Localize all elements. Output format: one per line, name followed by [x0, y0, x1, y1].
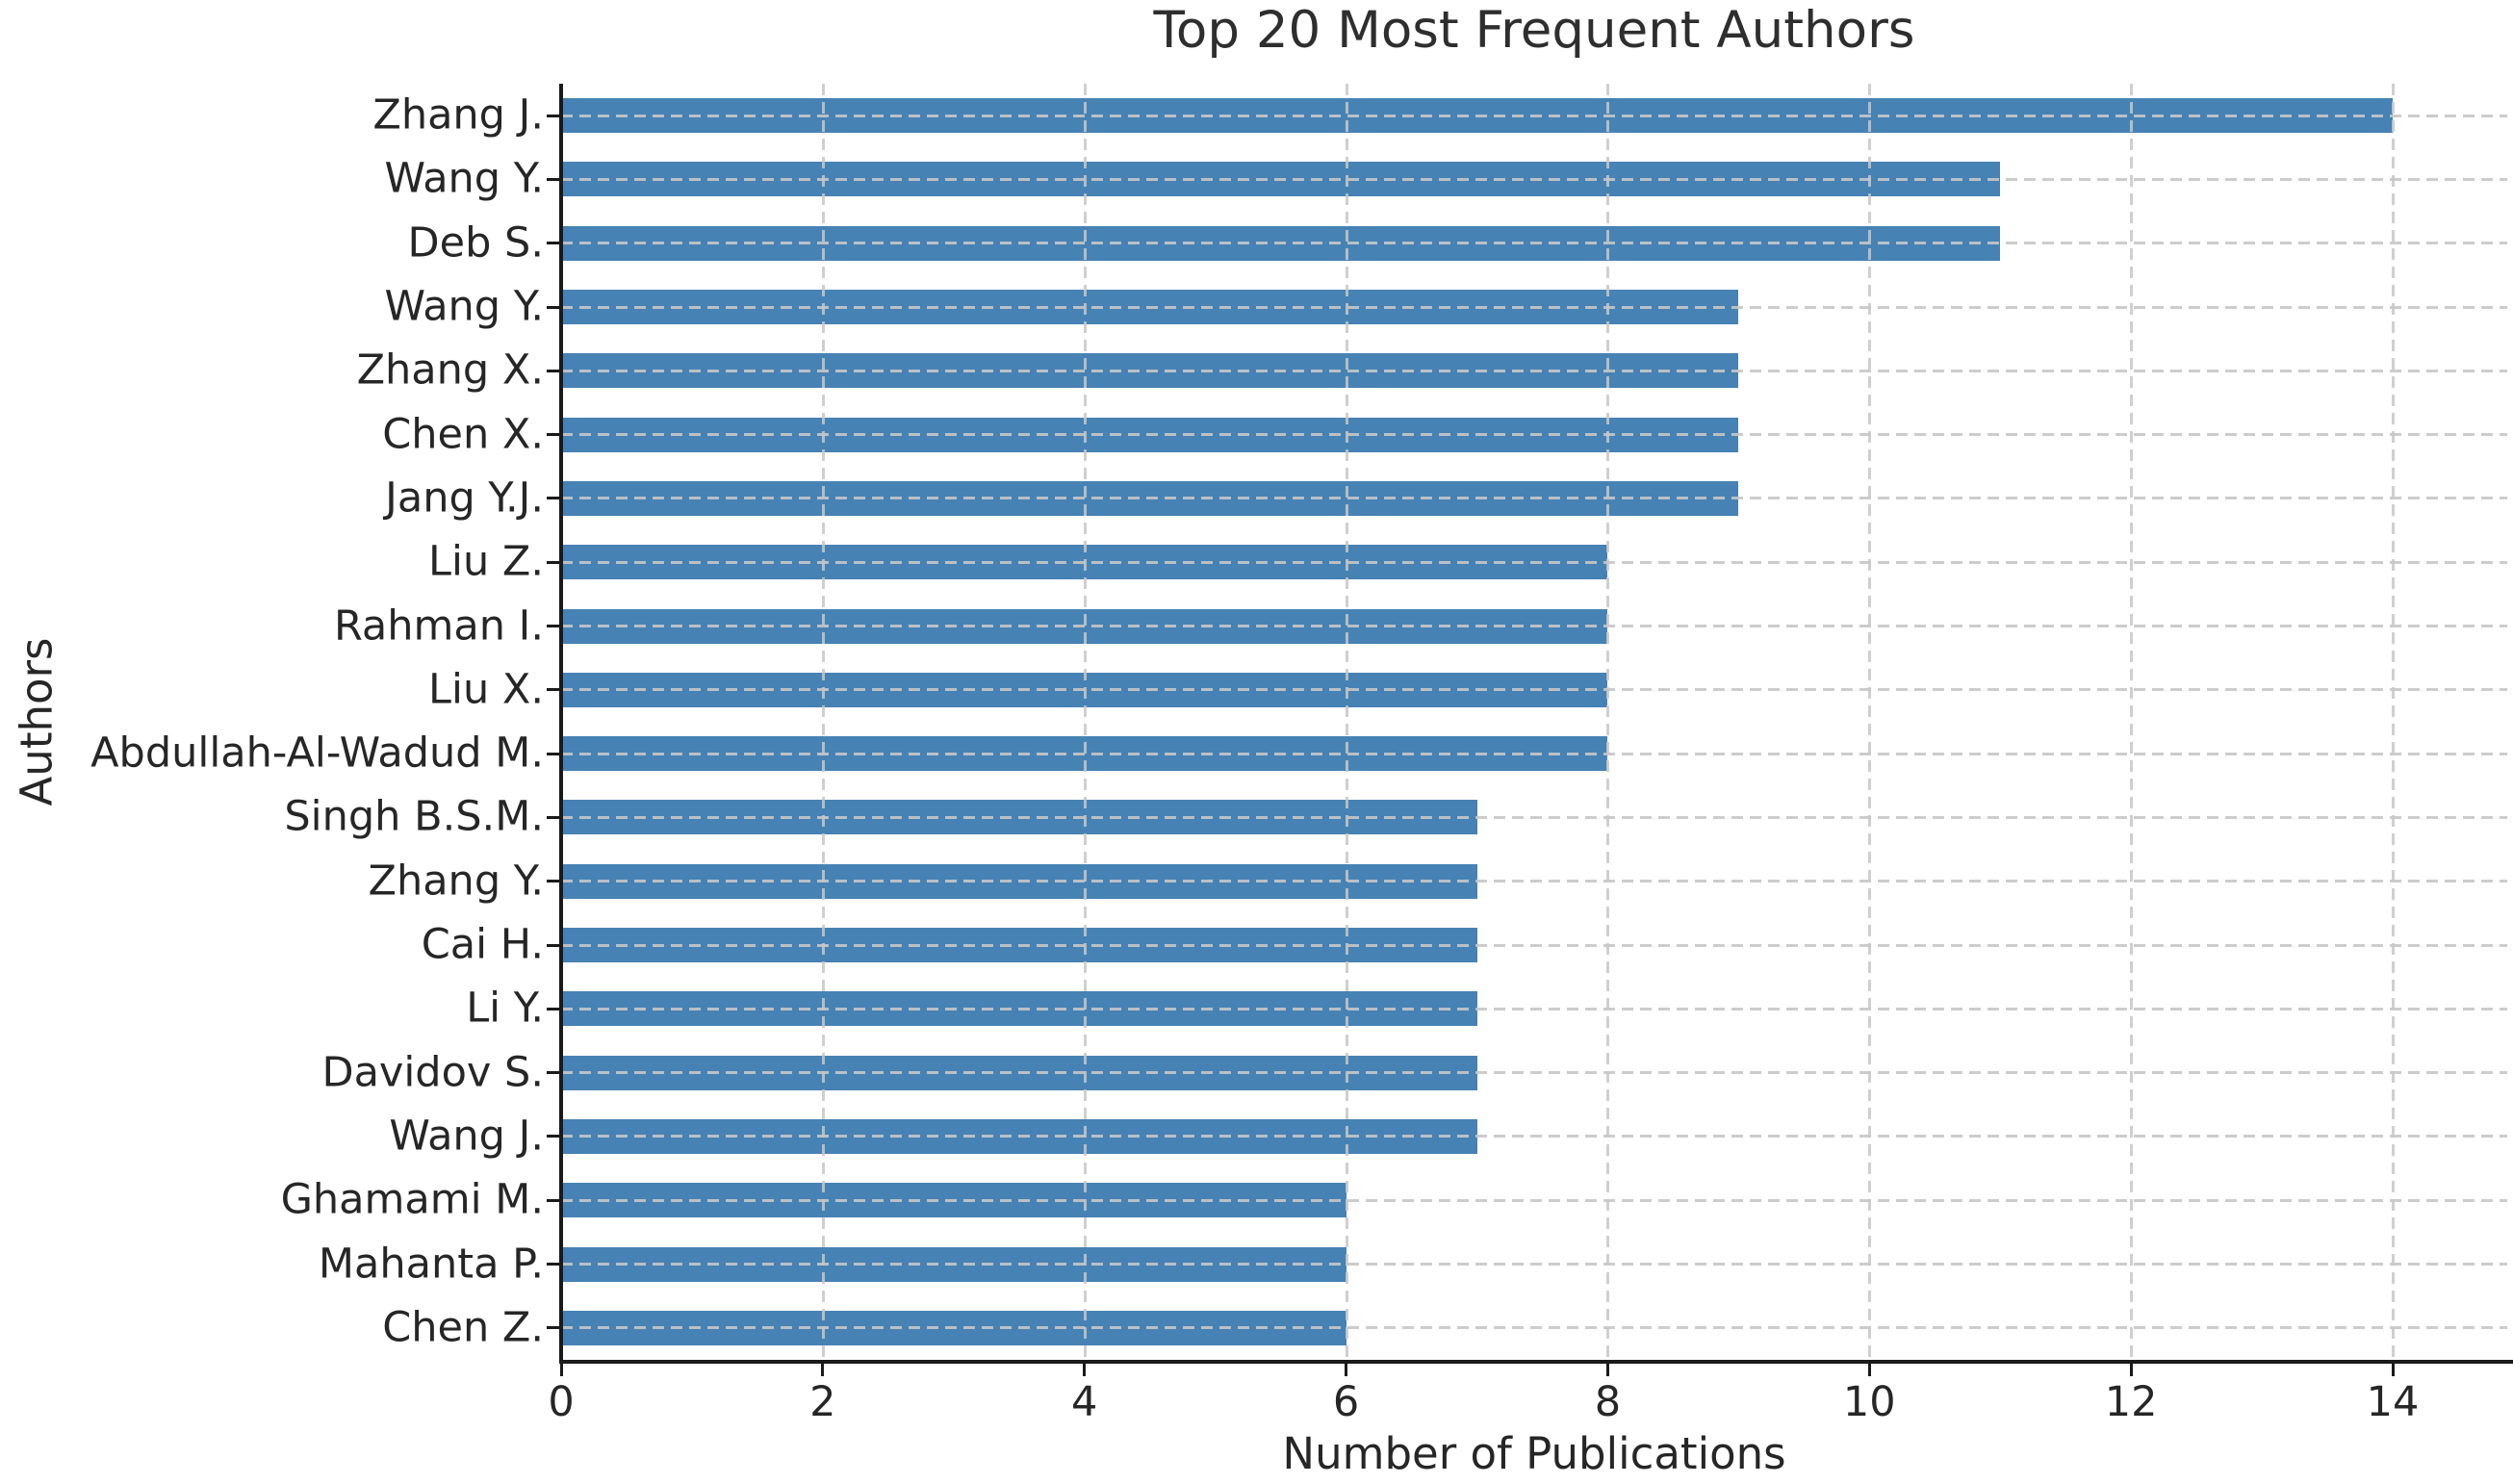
- y-tick-label: Rahman I.: [333, 601, 544, 651]
- y-tick-mark: [547, 943, 561, 947]
- y-tick-mark: [547, 815, 561, 819]
- x-tick-mark: [1867, 1364, 1871, 1376]
- x-tick-label: 12: [2104, 1378, 2158, 1426]
- y-tick-label: Wang J.: [389, 1112, 544, 1161]
- y-tick-label: Deb S.: [407, 218, 545, 268]
- y-tick-label: Mahanta P.: [318, 1240, 544, 1289]
- y-tick-mark: [547, 305, 561, 309]
- x-axis-spine: [559, 1360, 2513, 1364]
- x-axis-label: Number of Publications: [1282, 1428, 1786, 1479]
- x-tick-label: 8: [1594, 1378, 1622, 1426]
- chart-title: Top 20 Most Frequent Authors: [1153, 1, 1915, 60]
- y-tick-mark: [547, 433, 561, 437]
- y-gridline: [561, 752, 2507, 755]
- x-tick-mark: [1083, 1364, 1087, 1376]
- y-gridline: [561, 1198, 2507, 1202]
- y-gridline: [561, 114, 2507, 117]
- x-tick-mark: [2391, 1364, 2395, 1376]
- y-tick-mark: [547, 1135, 561, 1139]
- x-gridline: [2130, 84, 2134, 1360]
- x-tick-mark: [2129, 1364, 2133, 1376]
- y-axis-label: Authors: [11, 637, 63, 806]
- y-tick-label: Ghamami M.: [280, 1175, 544, 1224]
- y-tick-label: Liu X.: [428, 665, 544, 714]
- y-gridline: [561, 1326, 2507, 1330]
- y-gridline: [561, 242, 2507, 245]
- y-gridline: [561, 688, 2507, 692]
- y-tick-mark: [547, 880, 561, 883]
- x-tick-label: 6: [1332, 1378, 1360, 1426]
- y-tick-mark: [547, 177, 561, 181]
- y-tick-mark: [547, 688, 561, 692]
- x-tick-mark: [559, 1364, 563, 1376]
- y-tick-label: Abdullah-Al-Wadud M.: [90, 729, 544, 778]
- x-gridline: [1083, 84, 1087, 1360]
- y-tick-mark: [547, 497, 561, 500]
- y-gridline: [561, 369, 2507, 372]
- x-tick-label: 2: [809, 1378, 836, 1426]
- y-gridline: [561, 560, 2507, 564]
- x-tick-label: 0: [548, 1378, 575, 1426]
- y-tick-label: Zhang J.: [372, 90, 544, 140]
- y-tick-label: Singh B.S.M.: [284, 792, 544, 841]
- y-axis-spine: [559, 84, 563, 1364]
- y-tick-label: Cai H.: [421, 920, 544, 969]
- y-gridline: [561, 1135, 2507, 1139]
- x-tick-mark: [1605, 1364, 1609, 1376]
- x-gridline: [1345, 84, 1348, 1360]
- y-tick-mark: [547, 1071, 561, 1075]
- y-tick-mark: [547, 625, 561, 628]
- y-tick-label: Liu Z.: [428, 537, 544, 586]
- x-tick-label: 4: [1071, 1378, 1098, 1426]
- y-tick-label: Li Y.: [466, 984, 544, 1033]
- y-tick-label: Davidov S.: [321, 1048, 544, 1097]
- y-tick-mark: [547, 114, 561, 117]
- plot-area: [561, 84, 2507, 1360]
- y-tick-mark: [547, 1326, 561, 1330]
- y-tick-label: Zhang X.: [356, 345, 544, 395]
- y-tick-label: Wang Y.: [384, 282, 544, 331]
- y-tick-mark: [547, 369, 561, 372]
- x-tick-label: 10: [1842, 1378, 1896, 1426]
- x-gridline: [1606, 84, 1610, 1360]
- y-gridline: [561, 1263, 2507, 1267]
- y-gridline: [561, 880, 2507, 883]
- y-tick-mark: [547, 1198, 561, 1202]
- y-tick-mark: [547, 1007, 561, 1011]
- x-tick-mark: [1345, 1364, 1348, 1376]
- y-gridline: [561, 943, 2507, 947]
- x-gridline: [2392, 84, 2395, 1360]
- y-gridline: [561, 177, 2507, 181]
- y-gridline: [561, 433, 2507, 437]
- x-gridline: [1868, 84, 1872, 1360]
- x-tick-mark: [821, 1364, 825, 1376]
- y-tick-label: Zhang Y.: [368, 857, 545, 906]
- y-tick-label: Chen X.: [382, 410, 544, 459]
- y-tick-label: Chen Z.: [382, 1303, 544, 1352]
- y-tick-mark: [547, 1263, 561, 1267]
- y-tick-label: Jang Y.J.: [385, 473, 544, 523]
- y-gridline: [561, 1071, 2507, 1075]
- y-tick-mark: [547, 752, 561, 755]
- y-gridline: [561, 1007, 2507, 1011]
- x-gridline: [821, 84, 825, 1360]
- x-tick-label: 14: [2366, 1378, 2420, 1426]
- y-gridline: [561, 305, 2507, 309]
- y-gridline: [561, 815, 2507, 819]
- y-tick-mark: [547, 242, 561, 245]
- y-gridline: [561, 625, 2507, 628]
- y-tick-mark: [547, 560, 561, 564]
- y-tick-label: Wang Y.: [384, 154, 544, 203]
- y-gridline: [561, 497, 2507, 500]
